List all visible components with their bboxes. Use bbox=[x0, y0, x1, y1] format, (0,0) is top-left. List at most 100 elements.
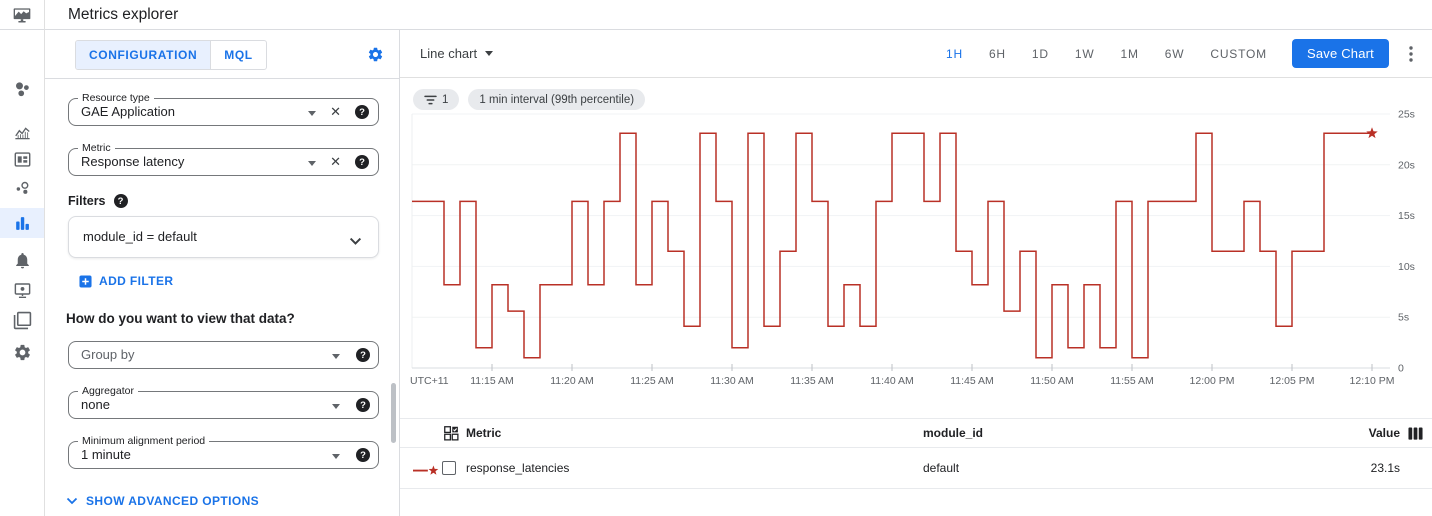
time-range-custom[interactable]: CUSTOM bbox=[1210, 46, 1267, 61]
time-range-6w[interactable]: 6W bbox=[1164, 46, 1185, 61]
x-axis-tick-label: 11:55 AM bbox=[1110, 375, 1154, 387]
y-axis-tick-label: 25s bbox=[1398, 109, 1415, 121]
chart-type-dropdown[interactable]: Line chart bbox=[420, 46, 494, 61]
chip-label: 1 min interval (99th percentile) bbox=[479, 93, 635, 106]
metric-select[interactable]: Metric Response latency ✕ bbox=[68, 142, 379, 176]
aggregator-label: Aggregator bbox=[78, 385, 138, 397]
aggregator-select[interactable]: Aggregator none bbox=[68, 385, 379, 419]
time-range-1h[interactable]: 1H bbox=[946, 46, 963, 61]
line-chart-svg: UTC+11 11:15 AM 11:20 AM 11:25 AM 11:30 AM 11… bbox=[410, 109, 1415, 388]
chevron-down-icon[interactable] bbox=[332, 354, 340, 363]
timeseries-chart[interactable]: UTC+11 11:15 AM 11:20 AM 11:25 AM 11:30 AM 11… bbox=[400, 100, 1432, 412]
show-advanced-label: SHOW ADVANCED OPTIONS bbox=[86, 494, 260, 508]
x-axis-tick-label: 11:35 AM bbox=[790, 375, 834, 387]
metric-value: Response latency bbox=[81, 154, 185, 169]
chip-filter-count[interactable]: 1 bbox=[413, 89, 460, 110]
time-range-1d[interactable]: 1D bbox=[1031, 46, 1049, 61]
chart-chips: 1 1 min interval (99th percentile) bbox=[413, 89, 646, 110]
add-box-icon bbox=[79, 274, 92, 288]
resource-type-value: GAE Application bbox=[81, 104, 175, 119]
grid-check-icon[interactable] bbox=[444, 426, 459, 441]
tab-mql[interactable]: MQL bbox=[210, 41, 265, 69]
x-axis-tick-label: 11:20 AM bbox=[550, 375, 594, 387]
add-filter-button[interactable]: ADD FILTER bbox=[79, 274, 173, 288]
sidebar-item-uptime-monitor-icon[interactable] bbox=[0, 275, 44, 305]
config-scrollbar-thumb[interactable] bbox=[391, 383, 396, 443]
x-axis-tick-label: UTC+11 bbox=[410, 375, 449, 387]
group-by-select[interactable]: Group by bbox=[68, 341, 379, 369]
add-filter-label: ADD FILTER bbox=[99, 274, 174, 288]
save-chart-button[interactable]: Save Chart bbox=[1291, 39, 1389, 68]
gear-icon[interactable] bbox=[367, 46, 384, 63]
monitoring-logo-icon[interactable] bbox=[0, 0, 45, 30]
chevron-down-icon[interactable] bbox=[332, 454, 340, 463]
y-axis-tick-label: 15s bbox=[1398, 210, 1415, 222]
time-range-6h[interactable]: 6H bbox=[988, 46, 1006, 61]
show-advanced-options-button[interactable]: SHOW ADVANCED OPTIONS bbox=[66, 494, 259, 508]
column-header-metric: Metric bbox=[466, 426, 502, 440]
sidebar-item-layers-copy-icon[interactable] bbox=[0, 305, 44, 335]
min-alignment-label: Minimum alignment period bbox=[78, 435, 210, 447]
column-header-value: Value bbox=[1368, 426, 1400, 440]
sidebar-item-bell-icon[interactable] bbox=[0, 245, 44, 275]
chevron-down-icon[interactable] bbox=[308, 161, 316, 170]
columns-icon[interactable] bbox=[1408, 427, 1423, 441]
help-icon[interactable] bbox=[356, 448, 370, 462]
series-line-response_latencies[interactable] bbox=[412, 132, 1372, 359]
chevron-down-icon[interactable] bbox=[349, 233, 362, 246]
view-data-question: How do you want to view that data? bbox=[66, 311, 295, 326]
dashboard-icon bbox=[14, 151, 30, 167]
chevron-down-icon[interactable] bbox=[332, 404, 340, 413]
row-checkbox[interactable] bbox=[442, 461, 456, 475]
layers-copy-icon bbox=[13, 311, 31, 329]
x-axis-tick-label: 11:15 AM bbox=[470, 375, 514, 387]
close-icon[interactable]: ✕ bbox=[330, 104, 341, 119]
x-axis-tick-label: 12:05 PM bbox=[1270, 375, 1315, 387]
close-icon[interactable]: ✕ bbox=[330, 154, 341, 169]
sidebar-item-dashboard-icon[interactable] bbox=[0, 144, 44, 174]
x-axis-tick-label: 11:25 AM bbox=[630, 375, 674, 387]
sidebar-item-trend-chart-icon[interactable] bbox=[0, 118, 44, 148]
chart-toolbar: Line chart 1H 6H 1D 1W 1M 6W CUSTOM Save Chart bbox=[400, 30, 1432, 78]
chevron-down-icon[interactable] bbox=[308, 111, 316, 120]
sidebar-item-dots-cluster-icon[interactable] bbox=[0, 74, 44, 104]
chip-interval[interactable]: 1 min interval (99th percentile) bbox=[468, 89, 646, 110]
time-range-1m[interactable]: 1M bbox=[1120, 46, 1139, 61]
time-range-1w[interactable]: 1W bbox=[1074, 46, 1095, 61]
tab-configuration[interactable]: CONFIGURATION bbox=[76, 41, 211, 69]
help-icon[interactable] bbox=[355, 105, 369, 119]
time-range-group: 1H 6H 1D 1W 1M 6W CUSTOM bbox=[933, 39, 1280, 69]
trend-chart-icon bbox=[14, 126, 30, 139]
group-by-placeholder: Group by bbox=[81, 347, 135, 362]
resource-type-select[interactable]: Resource type GAE Application ✕ bbox=[68, 92, 379, 126]
table-row[interactable]: response_latencies default 23.1s bbox=[400, 448, 1432, 489]
filter-chip-module-id[interactable]: module_id = default bbox=[68, 216, 379, 258]
kebab-menu-icon[interactable] bbox=[1403, 45, 1419, 63]
sidebar-item-gear-icon[interactable] bbox=[0, 337, 44, 367]
help-icon[interactable] bbox=[356, 348, 370, 362]
bubble-services-icon bbox=[16, 181, 28, 194]
min-alignment-select[interactable]: Minimum alignment period 1 minute bbox=[68, 435, 379, 469]
y-axis-tick-label: 0 bbox=[1398, 363, 1404, 375]
x-axis-tick-label: 11:50 AM bbox=[1030, 375, 1074, 387]
legend-table: Metric module_id Value response_latencie… bbox=[400, 418, 1432, 489]
column-header-module-id: module_id bbox=[923, 426, 984, 440]
bell-icon bbox=[15, 252, 29, 268]
chip-label: 1 bbox=[442, 93, 449, 106]
y-axis-tick-label: 5s bbox=[1398, 312, 1409, 324]
resource-type-label: Resource type bbox=[78, 92, 154, 104]
legend-table-body: response_latencies default 23.1s bbox=[400, 448, 1432, 489]
filter-expression: module_id = default bbox=[83, 229, 197, 244]
help-icon[interactable] bbox=[355, 155, 369, 169]
sidebar-item-equalizer-icon[interactable] bbox=[0, 208, 44, 238]
cell-value: 23.1s bbox=[1370, 461, 1400, 475]
help-icon[interactable] bbox=[356, 398, 370, 412]
sidebar-item-bubble-services-icon[interactable] bbox=[0, 173, 44, 203]
gear-icon bbox=[14, 344, 30, 360]
help-icon[interactable] bbox=[113, 194, 128, 208]
page-title: Metrics explorer bbox=[68, 6, 179, 23]
x-axis-tick-label: 12:10 PM bbox=[1350, 375, 1395, 387]
x-axis-tick-label: 11:45 AM bbox=[950, 375, 994, 387]
legend-table-header: Metric module_id Value bbox=[400, 418, 1432, 448]
